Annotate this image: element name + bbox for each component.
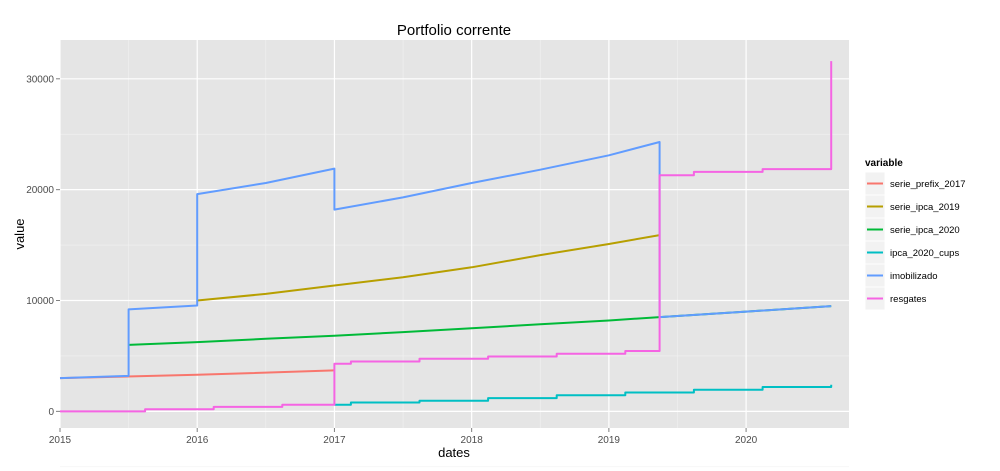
- x-tick-label: 2018: [461, 435, 484, 446]
- x-tick-label: 2015: [49, 435, 72, 446]
- x-tick-label: 2020: [735, 435, 758, 446]
- x-axis-title: dates: [438, 445, 470, 460]
- x-tick-label: 2016: [186, 435, 209, 446]
- legend: variable serie_prefix_2017 serie_ipca_201…: [864, 158, 966, 311]
- plot-panel: [60, 40, 849, 428]
- y-tick-label: 10000: [26, 296, 54, 307]
- y-tick-label: 20000: [26, 185, 54, 196]
- legend-label: ipca_2020_cups: [890, 248, 959, 259]
- major-grid: [59, 40, 849, 428]
- series-line-resgates: [60, 61, 833, 413]
- legend-label: serie_ipca_2020: [890, 225, 960, 236]
- legend-title: variable: [865, 158, 903, 169]
- legend-item: serie_ipca_2019: [864, 194, 960, 219]
- y-axis-title: value: [12, 218, 27, 249]
- legend-label: serie_prefix_2017: [890, 179, 966, 190]
- y-tick-label: 30000: [26, 74, 54, 85]
- legend-item: imobilizado: [864, 263, 938, 288]
- series-line-ipca-2020-cups: [334, 384, 833, 406]
- x-tick-label: 2017: [323, 435, 346, 446]
- y-axis-ticks: 0 10000 20000 30000: [26, 74, 60, 418]
- y-tick-label: 0: [48, 407, 54, 418]
- legend-item: serie_prefix_2017: [864, 171, 966, 196]
- minor-grid: [60, 40, 849, 468]
- series-layer: [59, 61, 833, 413]
- legend-item: ipca_2020_cups: [864, 240, 959, 265]
- legend-item: serie_ipca_2020: [864, 217, 960, 242]
- legend-label: imobilizado: [890, 271, 938, 282]
- x-tick-label: 2019: [598, 435, 621, 446]
- legend-label: resgates: [890, 294, 927, 305]
- series-line-serie-ipca-2019: [197, 234, 660, 302]
- chart-title: Portfolio corrente: [397, 22, 511, 39]
- x-axis-ticks: 2015 2016 2017 2018 2019 2020: [49, 428, 758, 446]
- legend-label: serie_ipca_2019: [890, 202, 960, 213]
- legend-item: resgates: [864, 286, 927, 311]
